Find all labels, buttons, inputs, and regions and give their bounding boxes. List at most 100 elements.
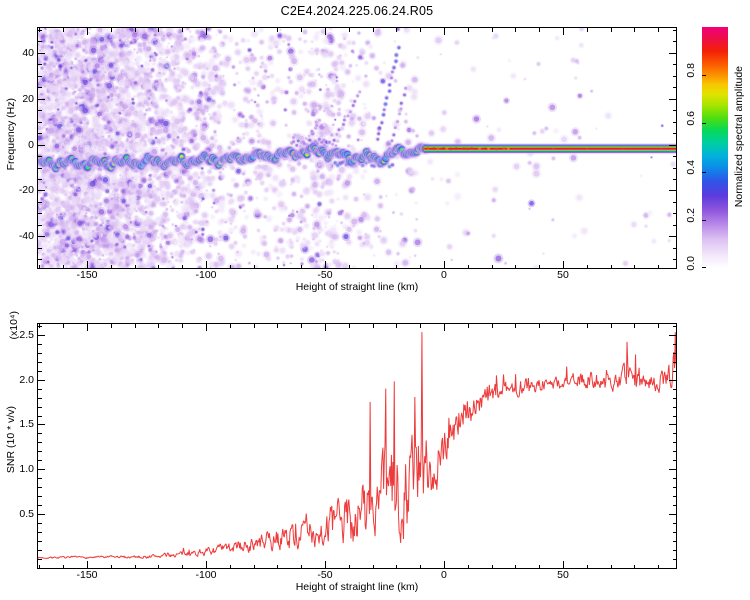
y-tick <box>669 52 676 54</box>
y-tick <box>38 388 42 390</box>
x-tick <box>87 261 89 268</box>
x-tick-label: 0 <box>441 269 447 281</box>
y-tick-label: 0.5 <box>19 508 34 521</box>
x-tick <box>324 324 326 331</box>
y-tick <box>38 442 42 444</box>
colorbar-tick-label: 0.8 <box>685 63 697 78</box>
x-tick <box>586 28 588 32</box>
x-tick <box>277 264 279 268</box>
x-tick <box>348 324 350 328</box>
y-tick <box>672 110 676 112</box>
figure-title: C2E4.2024.225.06.24.R05 <box>280 4 434 18</box>
y-tick <box>38 259 42 261</box>
x-tick <box>63 564 65 568</box>
y-tick <box>672 406 676 408</box>
x-tick <box>63 264 65 268</box>
x-tick <box>467 28 469 32</box>
y-tick <box>672 343 676 345</box>
x-tick <box>491 564 493 568</box>
y-tick-label: 2.0 <box>19 373 34 386</box>
x-tick <box>206 261 207 268</box>
x-tick <box>229 564 231 568</box>
y-tick <box>38 110 42 112</box>
colorbar-title: Normalized spectral amplitude <box>733 66 745 208</box>
x-tick <box>206 561 207 568</box>
y-tick <box>38 29 42 31</box>
spectrogram-canvas <box>38 28 676 268</box>
y-tick <box>672 541 676 543</box>
y-tick <box>672 259 676 261</box>
y-tick <box>38 52 45 54</box>
y-tick <box>38 87 42 89</box>
y-tick <box>672 361 676 363</box>
y-tick <box>38 41 42 43</box>
y-tick-label: 0 <box>28 138 34 151</box>
y-tick <box>672 167 676 169</box>
y-tick <box>38 514 45 516</box>
colorbar-tick <box>702 171 706 173</box>
colorbar-gradient <box>702 27 728 268</box>
y-tick <box>672 213 676 215</box>
y-tick <box>38 144 45 146</box>
colorbar-tick-label: 0.4 <box>685 159 697 175</box>
x-tick <box>301 28 303 32</box>
x-tick <box>610 264 612 268</box>
x-tick <box>110 564 112 568</box>
y-tick <box>38 424 45 426</box>
y-tick <box>672 532 676 534</box>
x-tick <box>110 324 112 328</box>
y-tick <box>38 361 42 363</box>
x-tick <box>396 324 398 328</box>
colorbar-tick-label: 0.2 <box>685 207 697 223</box>
y-tick-label: 2.5 <box>19 328 34 341</box>
y-tick <box>672 121 676 123</box>
y-tick <box>672 478 676 480</box>
x-tick <box>443 561 445 568</box>
y-tick <box>672 523 676 525</box>
y-tick <box>672 505 676 507</box>
y-tick <box>38 523 42 525</box>
y-tick-label: -40 <box>18 230 34 243</box>
x-tick <box>610 324 612 328</box>
y-tick <box>38 478 42 480</box>
x-tick <box>420 28 422 32</box>
y-tick <box>672 64 676 66</box>
x-tick <box>182 28 184 32</box>
x-tick <box>87 561 89 568</box>
x-tick <box>420 564 422 568</box>
y-tick <box>669 190 676 192</box>
x-tick <box>182 564 184 568</box>
x-tick <box>515 324 517 328</box>
x-tick <box>515 28 517 32</box>
x-tick <box>515 264 517 268</box>
x-tick <box>158 264 160 268</box>
y-tick <box>669 424 676 426</box>
y-tick <box>672 41 676 43</box>
x-tick <box>324 261 326 268</box>
y-tick <box>672 559 676 561</box>
x-tick <box>372 564 374 568</box>
y-tick <box>672 415 676 417</box>
height-axis-label-top: Height of straight line (km) <box>295 281 419 293</box>
y-tick <box>672 388 676 390</box>
y-tick <box>669 334 676 336</box>
x-tick <box>467 264 469 268</box>
y-tick <box>672 550 676 552</box>
x-tick <box>610 28 612 32</box>
x-tick <box>206 324 207 331</box>
y-tick <box>38 213 42 215</box>
y-tick <box>38 406 42 408</box>
x-tick <box>253 324 255 328</box>
x-tick <box>562 324 564 331</box>
y-tick-label: 20 <box>22 92 34 105</box>
x-tick <box>301 564 303 568</box>
x-tick <box>87 324 89 331</box>
x-tick <box>562 561 564 568</box>
x-tick <box>301 264 303 268</box>
colorbar-tick <box>702 219 706 221</box>
colorbar-tick <box>702 267 706 268</box>
x-tick <box>443 324 445 331</box>
x-tick <box>158 564 160 568</box>
y-tick <box>672 496 676 498</box>
